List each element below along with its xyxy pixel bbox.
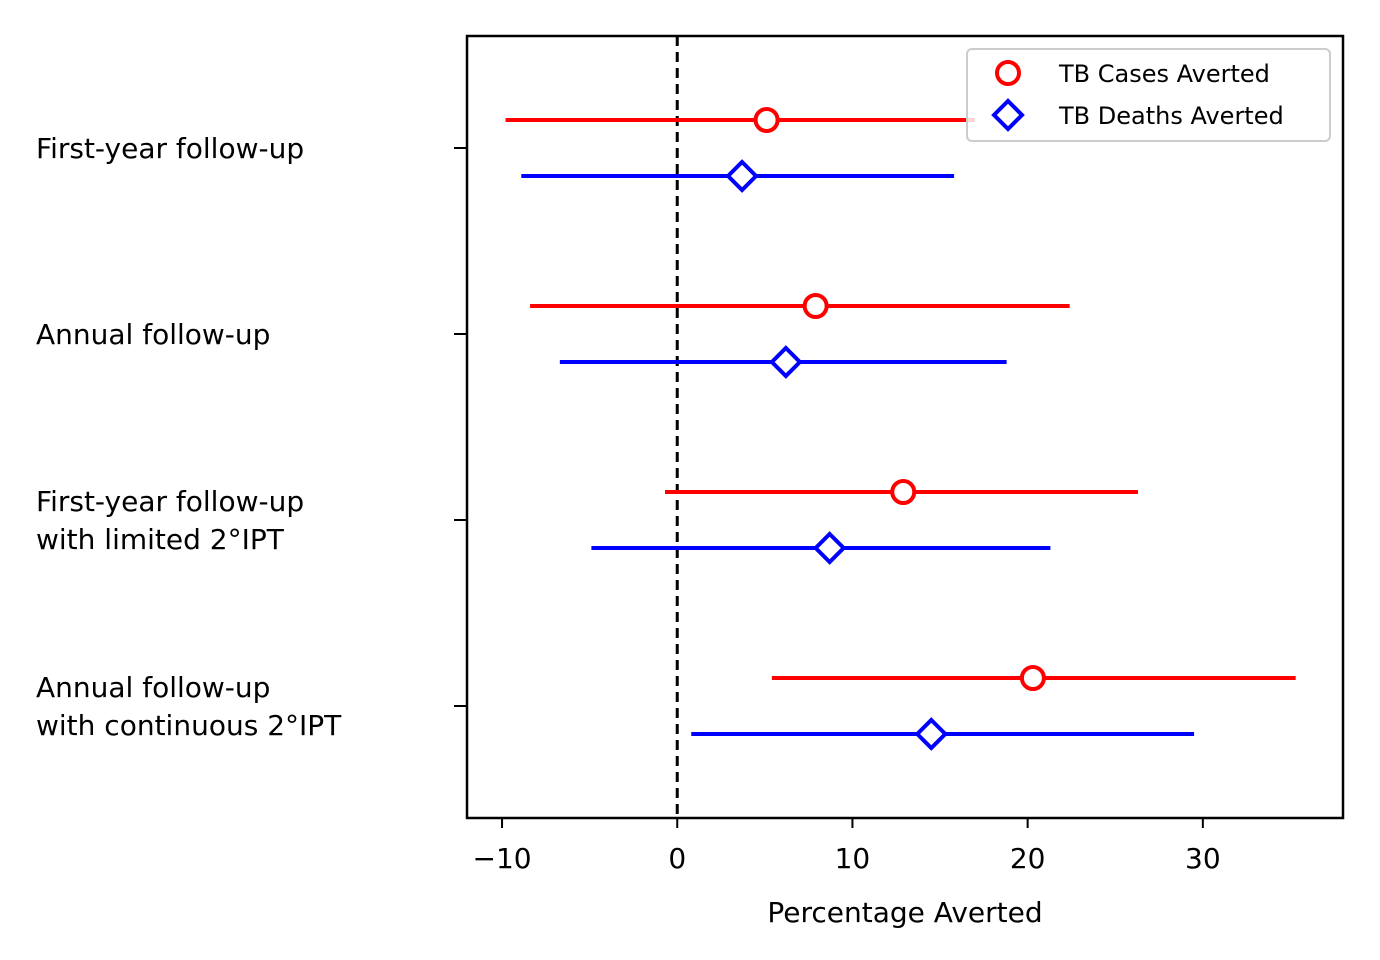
point-marker-circle <box>1019 665 1046 691</box>
point-marker-diamond <box>812 531 847 565</box>
point-marker-circle <box>753 107 780 133</box>
point-marker-diamond <box>725 159 759 193</box>
category-label: with limited 2°IPT <box>36 523 285 556</box>
point-marker-diamond <box>769 345 803 379</box>
category-label: Annual follow-up <box>36 318 270 351</box>
x-axis: −10 0 10 20 30 <box>454 34 1345 875</box>
point-marker-circle <box>890 479 917 505</box>
category-label: First-year follow-up <box>36 132 304 165</box>
x-tick-label: 10 <box>835 842 871 875</box>
category-labels: First-year follow-up Annual follow-up Firs… <box>36 132 342 742</box>
point-marker-circle <box>802 293 829 319</box>
x-axis-title: Percentage Averted <box>767 896 1042 929</box>
legend-marker-diamond <box>991 98 1025 132</box>
category-label: First-year follow-up <box>36 485 304 518</box>
x-tick-label: 0 <box>668 842 686 875</box>
series-layer <box>505 107 1296 751</box>
series-tb-cases-averted <box>505 107 1296 691</box>
category-label: Annual follow-up <box>36 671 270 704</box>
legend-label: TB Cases Averted <box>1058 60 1270 88</box>
legend-box <box>966 48 1331 142</box>
category-label: with continuous 2°IPT <box>36 709 342 742</box>
x-tick-label: −10 <box>472 842 531 875</box>
plot-frame <box>465 34 1345 820</box>
legend-marker-circle <box>995 60 1021 86</box>
series-tb-deaths-averted <box>521 159 1195 751</box>
legend: TB Cases Averted TB Deaths Averted <box>966 48 1331 142</box>
x-tick-label: 20 <box>1010 842 1046 875</box>
x-tick-label: 30 <box>1185 842 1221 875</box>
point-marker-diamond <box>914 717 949 751</box>
legend-label: TB Deaths Averted <box>1058 102 1284 130</box>
